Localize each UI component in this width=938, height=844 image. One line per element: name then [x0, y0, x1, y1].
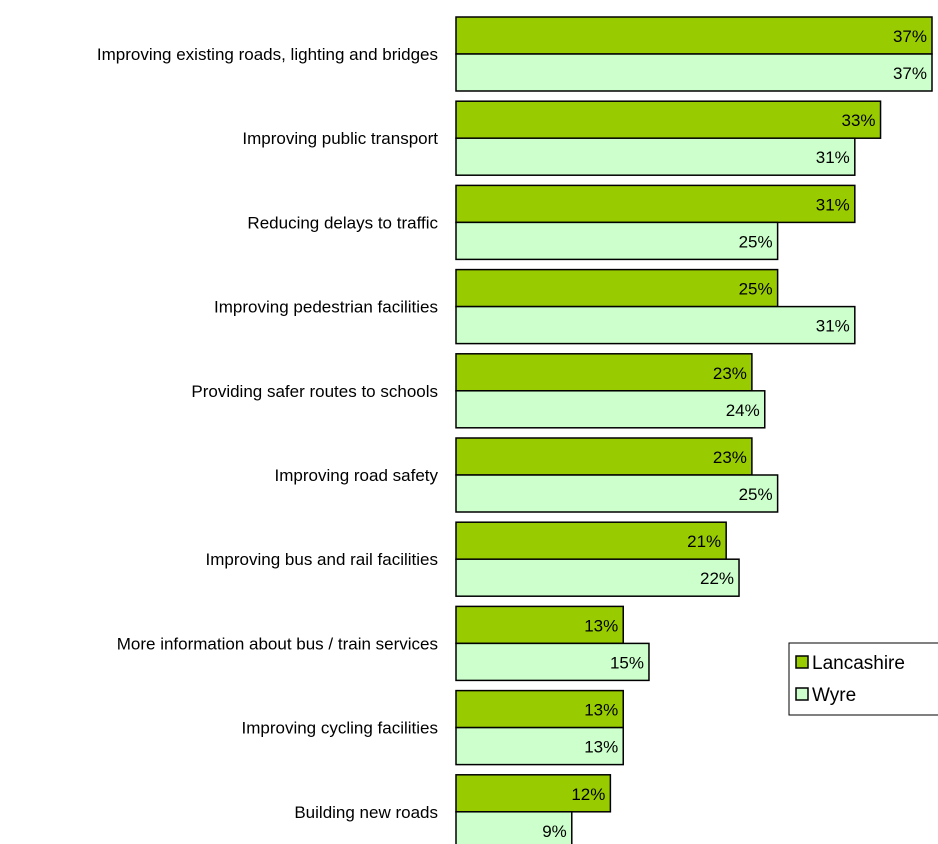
data-label-lancashire: 13% [584, 616, 618, 635]
bar-lancashire [455, 100, 882, 139]
bar-wyre [455, 137, 856, 176]
bar-wyre [455, 53, 933, 92]
data-label-lancashire: 23% [713, 364, 747, 383]
bar-wyre [455, 642, 650, 682]
legend-box [788, 642, 938, 716]
category-label: Improving existing roads, lighting and b… [97, 45, 438, 64]
bar-lancashire [455, 268, 779, 308]
bar-wyre [455, 221, 779, 261]
category-label: Reducing delays to traffic [247, 213, 438, 232]
category-label: Improving road safety [275, 466, 439, 485]
legend-swatch-wyre [795, 687, 809, 701]
category-labels: Improving existing roads, lighting and b… [97, 45, 439, 822]
bar-wyre [455, 558, 740, 597]
data-label-lancashire: 31% [816, 195, 850, 214]
data-label-wyre: 31% [816, 148, 850, 167]
data-label-lancashire: 13% [584, 701, 618, 720]
bar-wyre [455, 811, 573, 844]
category-label: Improving cycling facilities [241, 719, 438, 738]
data-label-wyre: 24% [726, 401, 760, 420]
data-label-wyre: 9% [542, 822, 567, 841]
data-label-wyre: 25% [739, 485, 773, 504]
legend-label-lancashire: Lancashire [812, 653, 905, 674]
category-label: Building new roads [294, 803, 438, 822]
data-label-wyre: 37% [893, 64, 927, 83]
bar-wyre [455, 726, 624, 766]
data-label-wyre: 22% [700, 569, 734, 588]
data-label-wyre: 25% [739, 232, 773, 251]
legend-label-wyre: Wyre [812, 685, 856, 706]
data-label-lancashire: 37% [893, 27, 927, 46]
data-label-wyre: 31% [816, 317, 850, 336]
bar-lancashire [455, 16, 933, 55]
legend-swatch-lancashire [795, 655, 809, 669]
bar-lancashire [455, 605, 624, 645]
data-label-lancashire: 12% [571, 785, 605, 804]
data-label-lancashire: 33% [842, 111, 876, 130]
bars-group: 37% 37% 33% 31% 31% 25% 25% 31% 23% 24% 23% 25% 21% 2… [455, 16, 933, 844]
category-label: More information about bus / train servi… [117, 634, 438, 653]
bar-lancashire [455, 437, 753, 476]
legend: Lancashire Wyre [788, 642, 938, 716]
data-label-wyre: 13% [584, 738, 618, 757]
bar-wyre [455, 390, 766, 429]
data-label-wyre: 15% [610, 653, 644, 672]
category-label: Providing safer routes to schools [191, 382, 438, 401]
data-label-lancashire: 25% [739, 280, 773, 299]
category-label: Improving pedestrian facilities [214, 298, 438, 317]
bar-lancashire [455, 184, 856, 224]
category-label: Improving bus and rail facilities [206, 550, 438, 569]
bar-lancashire [455, 353, 753, 392]
data-label-lancashire: 21% [687, 532, 721, 551]
data-label-lancashire: 23% [713, 448, 747, 467]
bar-wyre [455, 305, 856, 345]
category-label: Improving public transport [242, 129, 438, 148]
bar-wyre [455, 474, 779, 513]
bar-lancashire [455, 521, 727, 560]
